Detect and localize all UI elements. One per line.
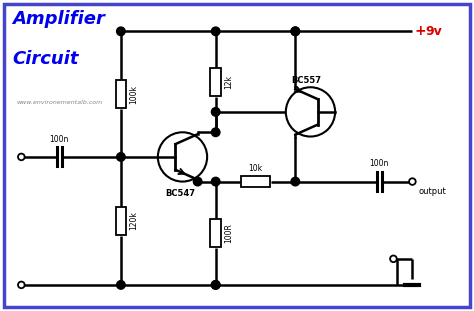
Text: +: + xyxy=(415,24,427,38)
Circle shape xyxy=(18,154,25,160)
Text: Circuit: Circuit xyxy=(12,50,78,68)
Circle shape xyxy=(158,132,207,182)
Text: 9v: 9v xyxy=(426,25,442,38)
Circle shape xyxy=(117,153,125,161)
Bar xyxy=(210,67,221,96)
Text: 100n: 100n xyxy=(370,159,389,168)
Text: output: output xyxy=(418,187,446,196)
Circle shape xyxy=(193,177,202,186)
Text: Amplifier: Amplifier xyxy=(12,10,105,27)
Circle shape xyxy=(211,108,220,116)
Circle shape xyxy=(211,177,220,186)
Circle shape xyxy=(117,281,125,289)
Circle shape xyxy=(18,281,25,288)
Text: BC547: BC547 xyxy=(165,189,195,198)
Circle shape xyxy=(291,27,300,35)
Bar xyxy=(241,176,270,187)
Circle shape xyxy=(291,27,300,35)
Circle shape xyxy=(211,27,220,35)
Text: 100R: 100R xyxy=(224,223,233,243)
Text: 100n: 100n xyxy=(50,135,69,144)
Circle shape xyxy=(390,256,397,262)
Text: 120k: 120k xyxy=(129,211,138,230)
Circle shape xyxy=(117,27,125,35)
Text: 12k: 12k xyxy=(224,75,233,89)
Circle shape xyxy=(291,177,300,186)
Bar xyxy=(210,219,221,248)
Circle shape xyxy=(286,87,335,137)
Bar xyxy=(116,207,126,235)
Text: BC557: BC557 xyxy=(292,76,321,85)
Text: 10k: 10k xyxy=(248,164,263,173)
Circle shape xyxy=(211,281,220,289)
Circle shape xyxy=(211,128,220,137)
Circle shape xyxy=(211,281,220,289)
Text: www.environementalb.com: www.environementalb.com xyxy=(17,100,103,104)
Bar xyxy=(116,80,126,108)
Text: 100k: 100k xyxy=(129,85,138,104)
Circle shape xyxy=(409,178,416,185)
